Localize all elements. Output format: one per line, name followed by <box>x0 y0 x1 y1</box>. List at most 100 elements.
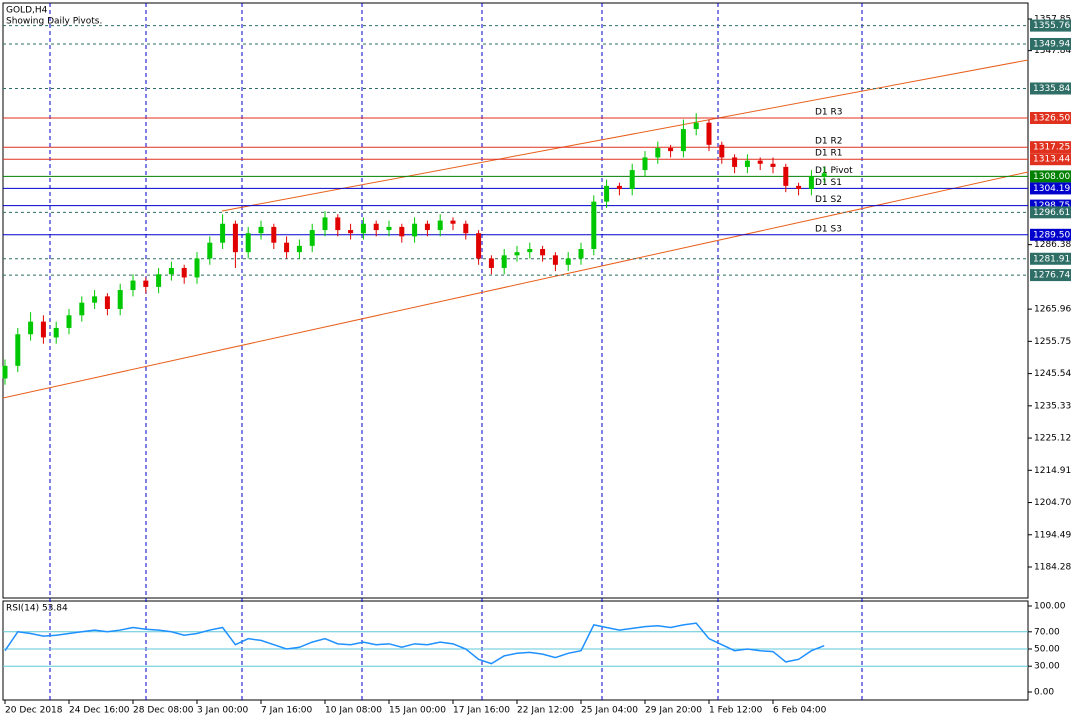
price-label: 1298.75 <box>1033 201 1070 211</box>
y-tick-label: 0.00 <box>1034 688 1054 698</box>
pivot-level-name: D1 S1 <box>815 178 842 188</box>
candle-body <box>284 242 290 253</box>
candle-body <box>680 129 686 152</box>
price-label: 1276.74 <box>1033 271 1070 281</box>
y-tick-label: 1225.12 <box>1034 434 1071 444</box>
candle-body <box>527 249 533 253</box>
chart-title: GOLD,H4 <box>6 6 48 16</box>
candle-body <box>642 157 648 171</box>
vertical-grid <box>49 3 863 700</box>
price-label-box <box>1030 182 1071 195</box>
candle-body <box>706 122 712 145</box>
rsi-line <box>4 622 825 665</box>
candle-body <box>168 267 174 275</box>
candle-body <box>719 144 725 158</box>
price-label-box <box>1030 252 1071 265</box>
candle-body <box>757 160 763 164</box>
candle-body <box>744 160 750 167</box>
trend-line <box>2 171 1029 399</box>
x-tick-label: 28 Dec 08:00 <box>133 706 194 716</box>
candle-body <box>488 258 494 268</box>
candle-body <box>40 321 46 338</box>
price-label: 1326.50 <box>1033 113 1070 123</box>
candle-body <box>245 233 251 253</box>
pivot-level-name: D1 Pivot <box>815 166 853 176</box>
candle-body <box>796 185 802 190</box>
y-tick-label: 1235.33 <box>1034 401 1071 411</box>
y-tick-label: 1184.28 <box>1034 562 1071 572</box>
y-tick-label: 30.00 <box>1034 662 1060 672</box>
pivot-level-name: D1 S3 <box>815 224 842 234</box>
candle-body <box>207 242 213 259</box>
candle-body <box>463 223 469 234</box>
candle-body <box>616 185 622 190</box>
candle-body <box>604 185 610 202</box>
candle-body <box>668 147 674 152</box>
candle-body <box>143 280 149 287</box>
candle-body <box>335 217 341 231</box>
price-label: 1317.25 <box>1033 143 1070 153</box>
candle-body <box>514 252 520 256</box>
price-label-box <box>1030 170 1071 183</box>
price-label: 1304.19 <box>1033 184 1070 194</box>
x-tick-label: 29 Jan 20:00 <box>645 706 702 716</box>
x-tick-label: 20 Dec 2018 <box>5 706 63 716</box>
y-tick-label: 1347.84 <box>1034 46 1071 56</box>
candle-body <box>117 290 123 309</box>
pivot-level-name: D1 R2 <box>815 137 843 147</box>
candle-body <box>693 122 699 130</box>
pivot-level-name: D1 R1 <box>815 149 843 159</box>
candle-body <box>271 226 277 243</box>
candle-body <box>220 223 226 243</box>
price-label: 1313.44 <box>1033 155 1070 165</box>
candle-body <box>808 176 814 190</box>
x-tick-label: 17 Jan 16:00 <box>453 706 510 716</box>
price-label: 1296.61 <box>1033 208 1070 218</box>
candle-body <box>232 223 238 253</box>
x-tick-label: 3 Jan 00:00 <box>197 706 249 716</box>
x-tick-label: 22 Jan 12:00 <box>517 706 574 716</box>
candle-body <box>309 230 315 246</box>
candle-body <box>476 233 482 259</box>
candle-body <box>821 173 827 177</box>
candle-body <box>28 321 34 335</box>
candle-body <box>591 201 597 250</box>
price-label: 1355.76 <box>1033 21 1070 31</box>
main-frame <box>2 2 1029 599</box>
rsi-frame <box>2 600 1029 701</box>
candle-body <box>565 258 571 265</box>
x-tick-label: 25 Jan 04:00 <box>581 706 638 716</box>
candle-body <box>501 255 507 268</box>
price-label-box <box>1030 37 1071 50</box>
y-tick-label: 70.00 <box>1034 627 1060 637</box>
candle-body <box>360 223 366 234</box>
candle-body <box>399 226 405 237</box>
y-tick-label: 1286.38 <box>1034 240 1071 250</box>
price-label-box <box>1030 19 1071 32</box>
y-tick-label: 50.00 <box>1034 644 1060 654</box>
candle-body <box>322 217 328 231</box>
rsi-title: RSI(14) 53.84 <box>6 604 68 614</box>
price-label: 1308.00 <box>1033 172 1070 182</box>
y-tick-label: 1255.75 <box>1034 337 1071 347</box>
y-tick-label: 1204.70 <box>1034 498 1071 508</box>
candle-body <box>412 223 418 237</box>
x-tick-label: 6 Feb 04:00 <box>773 706 827 716</box>
candle-body <box>53 327 59 338</box>
price-label: 1335.84 <box>1033 84 1070 94</box>
trend-line <box>221 59 1029 212</box>
candle-body <box>296 245 302 253</box>
candle-body <box>373 223 379 231</box>
candle-body <box>194 258 200 278</box>
y-tick-label: 1265.96 <box>1034 305 1071 315</box>
candle-body <box>258 226 264 234</box>
price-label-box <box>1030 82 1071 95</box>
price-label-box <box>1030 206 1071 219</box>
candle-body <box>2 365 8 379</box>
candle-body <box>783 166 789 186</box>
candle-body <box>92 296 98 303</box>
x-tick-label: 1 Feb 12:00 <box>709 706 763 716</box>
price-label-box <box>1030 228 1071 241</box>
